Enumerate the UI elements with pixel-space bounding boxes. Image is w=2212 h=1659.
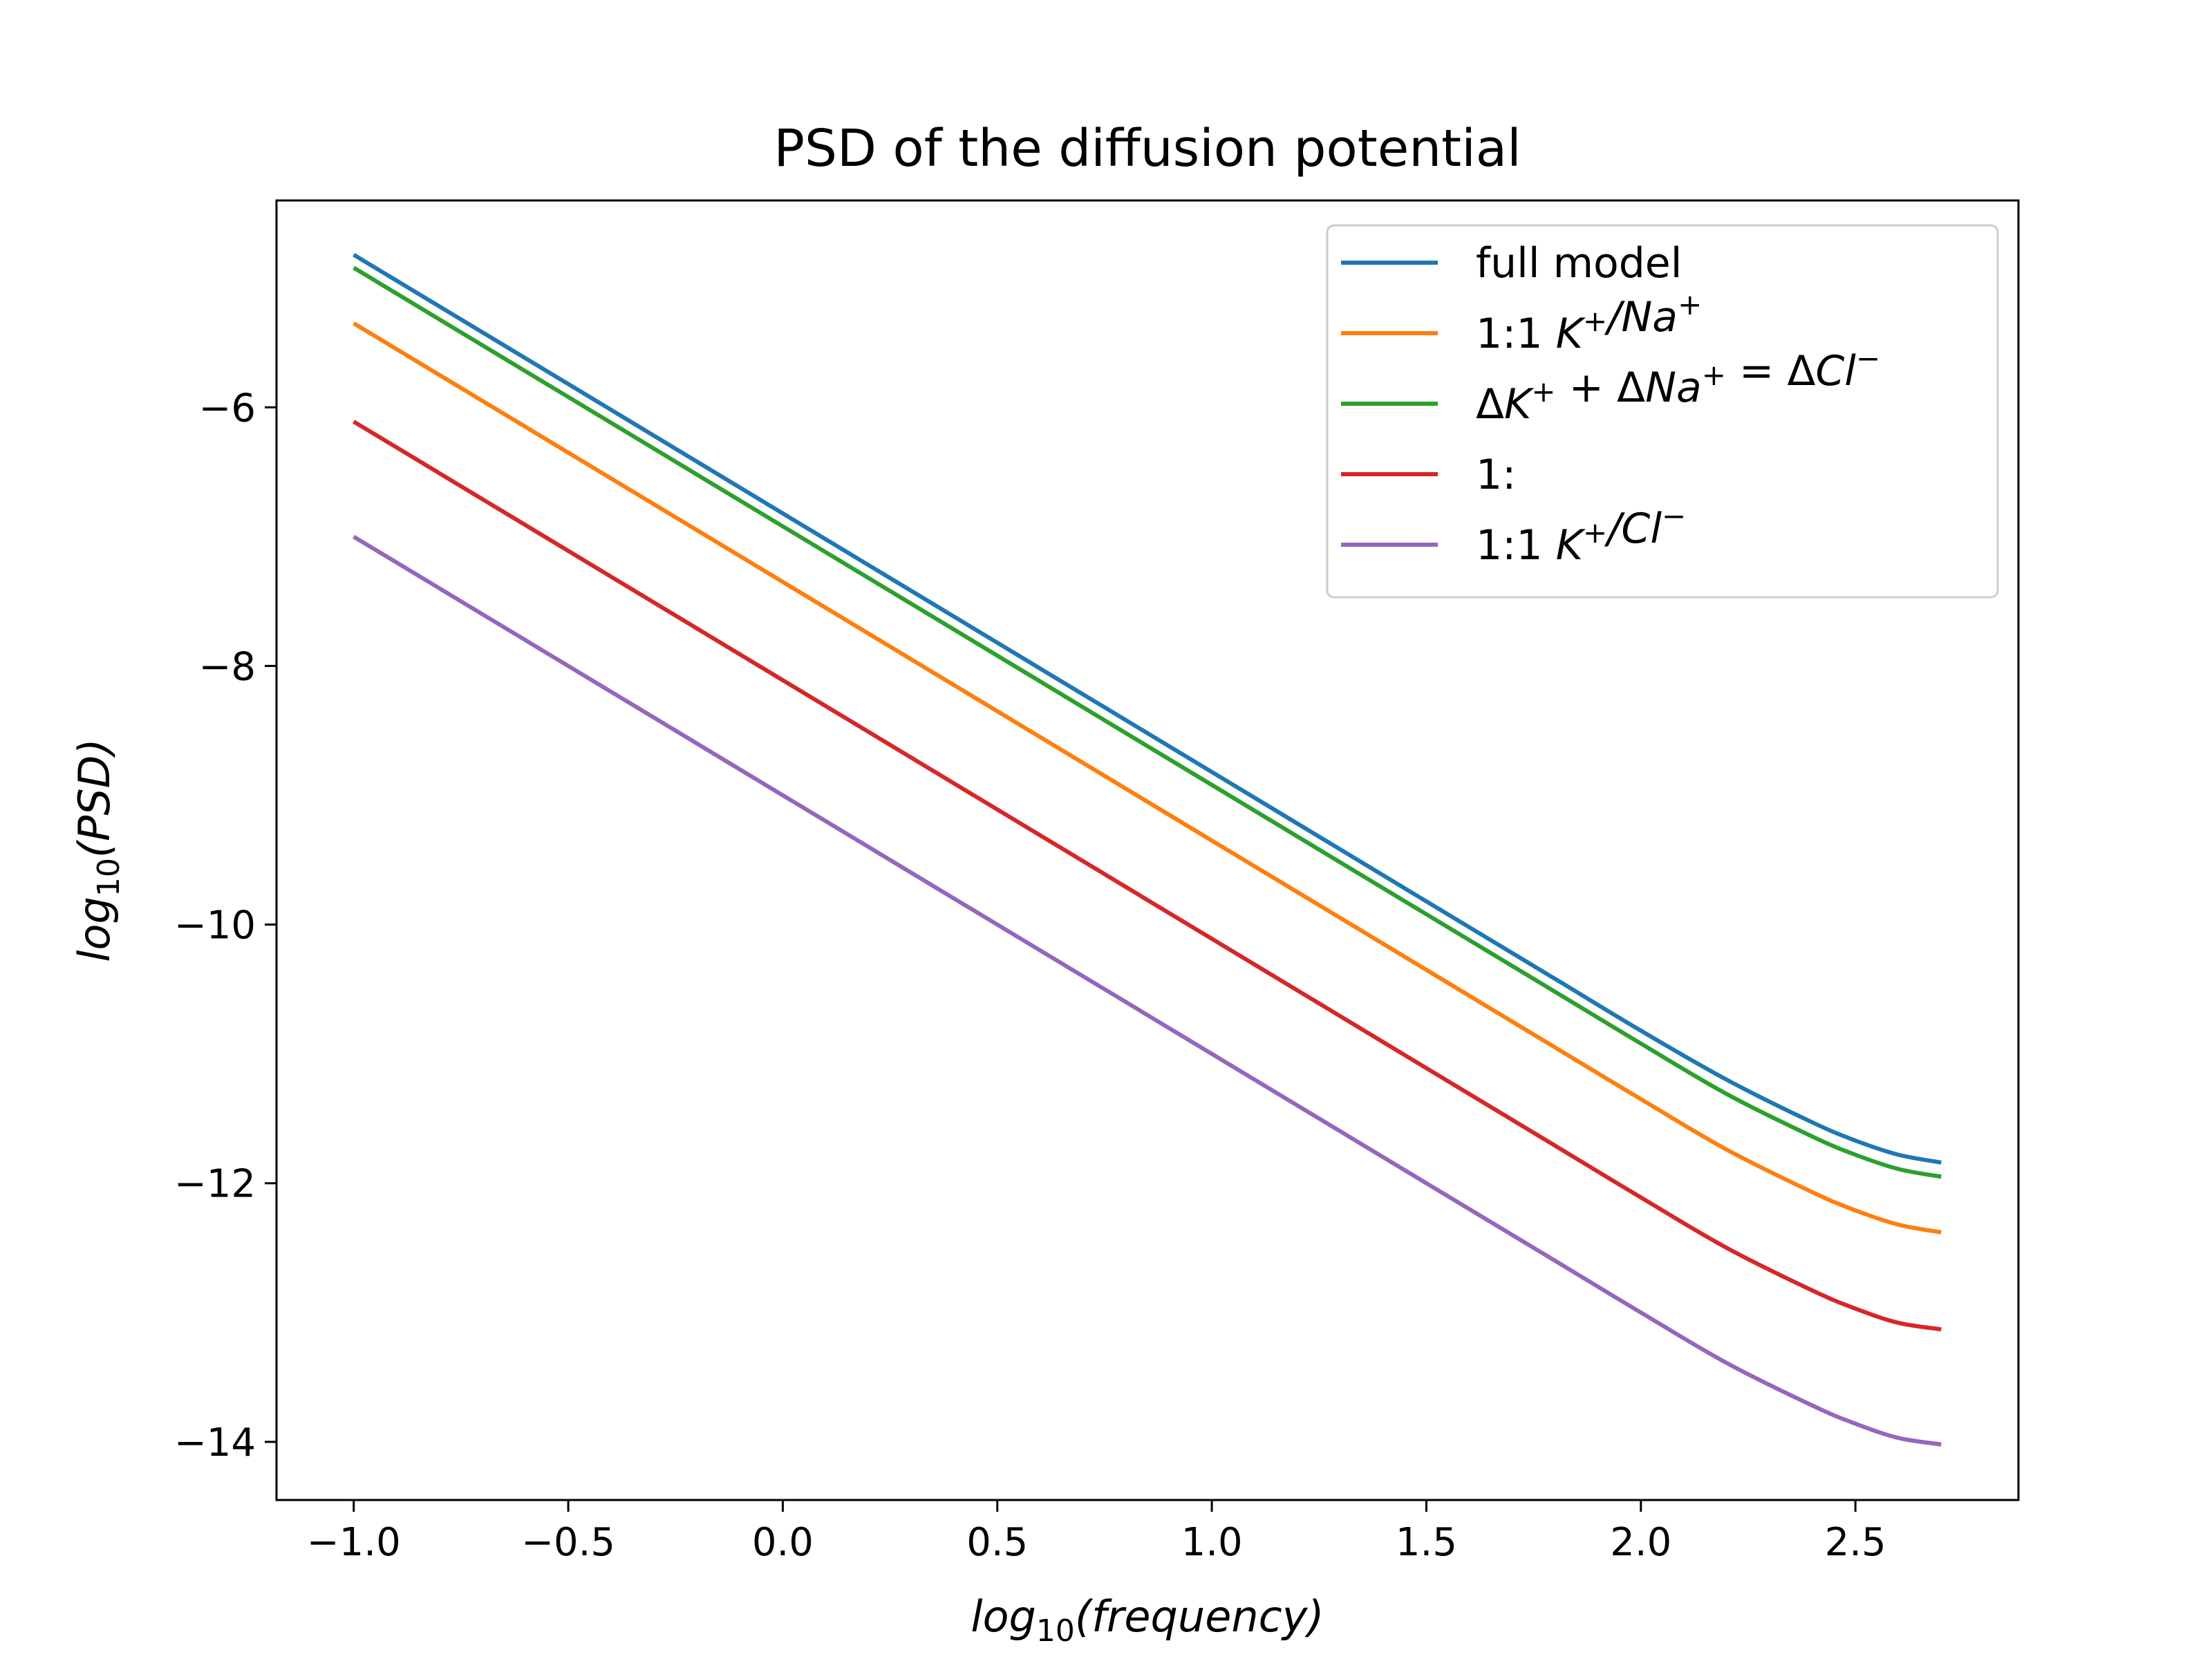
series-line-1 [353, 321, 1942, 1235]
x-tick-label: 1.0 [1181, 1520, 1243, 1565]
legend-label-4: 1:1 K+/Cl− [1476, 499, 1686, 570]
legend-label-3: 1: [1476, 451, 1516, 499]
legend-label-2: ΔK+ + ΔNa+ = ΔCl− [1476, 341, 1880, 429]
series-line-3 [353, 420, 1942, 1332]
y-tick-label: −8 [198, 644, 256, 689]
series-line-4 [353, 534, 1942, 1447]
legend-box [1326, 224, 1999, 599]
chart-title: PSD of the diffusion potential [774, 119, 1521, 178]
x-tick-label: −0.5 [521, 1520, 615, 1565]
legend-label-0: full model [1476, 239, 1682, 288]
axes-frame [275, 199, 2020, 1501]
legend-label-1: 1:1 K+/Na+ [1476, 288, 1702, 358]
y-tick-label: −14 [174, 1421, 256, 1465]
y-tick-label: −6 [198, 386, 256, 431]
y-tick-label: −10 [174, 903, 256, 948]
x-tick-label: 2.5 [1825, 1520, 1886, 1565]
x-tick-label: 0.5 [966, 1520, 1028, 1565]
x-tick-label: 0.0 [752, 1520, 814, 1565]
x-tick-label: −1.0 [307, 1520, 401, 1565]
series-line-0 [353, 253, 1942, 1165]
series-line-2 [353, 265, 1942, 1179]
x-tick-label: 2.0 [1610, 1520, 1671, 1565]
plot-area [275, 199, 2020, 1501]
x-axis: −1.0 −0.5 0.0 0.5 1.0 1.5 2.0 2.5 [307, 1500, 1886, 1565]
x-tick-label: 1.5 [1396, 1520, 1457, 1565]
x-axis-label: log10(frequency) [971, 1591, 1324, 1649]
y-tick-label: −12 [174, 1162, 256, 1207]
y-axis-label: log10(PSD) [69, 738, 126, 962]
y-axis: −14 −12 −10 −8 −6 [174, 386, 276, 1465]
series-layer [353, 253, 1942, 1447]
